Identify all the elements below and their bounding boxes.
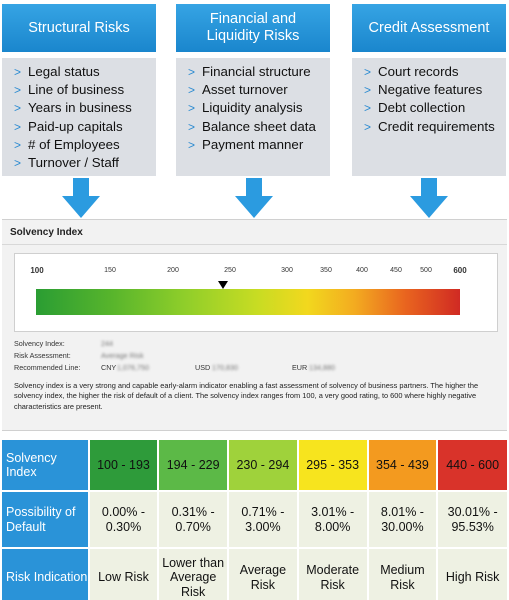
table-row: Possibility of Default 0.00% - 0.30% 0.3… — [2, 492, 507, 547]
chevron-right-icon: > — [364, 119, 372, 134]
list-item: > Financial structure — [188, 63, 330, 81]
chevron-right-icon: > — [14, 156, 22, 171]
arrow-down-icon — [62, 178, 100, 218]
chevron-right-icon: > — [364, 83, 372, 98]
default-probability: 3.01% - 8.00% — [298, 492, 367, 547]
risk-indication: High Risk — [438, 549, 507, 600]
arrow-down-icon — [235, 178, 273, 218]
risk-assessment-value: Average Risk — [101, 351, 144, 360]
gauge-tick-label: 600 — [453, 266, 467, 275]
list-item: > Liquidity analysis — [188, 99, 330, 117]
chevron-right-icon: > — [364, 65, 372, 79]
chevron-right-icon: > — [188, 101, 196, 116]
chevron-right-icon: > — [188, 65, 196, 79]
row-header-solvency-index: Solvency Index — [2, 440, 88, 490]
default-probability: 8.01% - 30.00% — [368, 492, 437, 547]
gauge-tick-label: 450 — [390, 267, 402, 274]
chevron-right-icon: > — [14, 137, 22, 152]
band-range: 230 - 294 — [229, 440, 297, 490]
list-item: > Legal status — [14, 63, 156, 81]
row-header-risk-indication: Risk Indication — [2, 549, 88, 600]
risk-indication: Average Risk — [229, 549, 297, 600]
table-row: Risk Indication Low Risk Lower than Aver… — [2, 549, 507, 600]
gauge-tick-label: 400 — [356, 267, 368, 274]
list-item: > Credit requirements — [364, 118, 506, 136]
gauge-tick-label: 100 — [30, 266, 44, 275]
row-header-possibility-of-default: Possibility of Default — [2, 492, 88, 547]
band-range: 194 - 229 — [159, 440, 228, 490]
usd-value: 170,830 — [212, 363, 238, 372]
gauge-tick-label: 250 — [224, 267, 236, 274]
cny-value: 1,076,750 — [117, 363, 149, 372]
list-item: > Years in business — [14, 99, 156, 117]
list-item: > Payment manner — [188, 136, 330, 154]
solvency-index-row: Solvency Index: 244 — [14, 339, 113, 348]
list-item: > Turnover / Staff — [14, 154, 156, 172]
recommended-line-row: Recommended Line: CNY 1,076,750 USD 170,… — [14, 363, 335, 372]
band-range: 100 - 193 — [89, 440, 158, 490]
credit-assessment-list: > Court records > Negative features > Debt … — [352, 58, 506, 176]
list-item: > Asset turnover — [188, 81, 330, 99]
arrow-down-icon — [410, 178, 448, 218]
risk-assessment-row: Risk Assessment: Average Risk — [14, 351, 144, 360]
default-probability: 30.01% - 95.53% — [438, 492, 507, 547]
divider — [2, 244, 507, 245]
chevron-right-icon: > — [188, 119, 196, 134]
gauge-tick-label: 300 — [281, 267, 293, 274]
solvency-description: Solvency index is a very strong and capa… — [14, 381, 479, 411]
chevron-right-icon: > — [14, 119, 22, 134]
risk-indication: Medium Risk — [368, 549, 437, 600]
solvency-index-panel: Solvency Index 100 150 200 250 300 350 4… — [2, 219, 507, 431]
default-probability: 0.00% - 0.30% — [89, 492, 158, 547]
list-item: > Debt collection — [364, 99, 506, 117]
solvency-index-value: 244 — [101, 339, 113, 348]
gauge-pointer-icon — [218, 281, 229, 289]
gauge-tick-label: 150 — [104, 267, 116, 274]
chevron-right-icon: > — [14, 65, 22, 79]
list-item: > # of Employees — [14, 136, 156, 154]
list-item: > Balance sheet data — [188, 118, 330, 136]
default-probability: 0.31% - 0.70% — [159, 492, 228, 547]
column-title: Credit Assessment — [368, 19, 490, 36]
list-item: > Court records — [364, 63, 506, 81]
band-range: 440 - 600 — [438, 440, 507, 490]
risk-indication: Lower than Average Risk — [159, 549, 228, 600]
column-header-credit: Credit Assessment — [352, 4, 506, 52]
risk-indication: Low Risk — [89, 549, 158, 600]
risk-indication: Moderate Risk — [298, 549, 367, 600]
band-range: 354 - 439 — [368, 440, 437, 490]
structural-risk-list: > Legal status > Line of business > Years i… — [2, 58, 156, 176]
gauge-color-bar — [36, 289, 460, 315]
gauge-tick-label: 200 — [167, 267, 179, 274]
solvency-band-table: Solvency Index 100 - 193 194 - 229 230 -… — [0, 438, 509, 600]
column-title: Financial and Liquidity Risks — [206, 11, 300, 44]
gauge-tick-label: 500 — [420, 267, 432, 274]
chevron-right-icon: > — [364, 101, 372, 116]
band-range: 295 - 353 — [298, 440, 367, 490]
chevron-right-icon: > — [188, 137, 196, 152]
list-item: > Paid-up capitals — [14, 118, 156, 136]
financial-risk-list: > Financial structure > Asset turnover > Li… — [176, 58, 330, 176]
column-header-financial: Financial and Liquidity Risks — [176, 4, 330, 52]
solvency-gauge: 100 150 200 250 300 350 400 450 500 600 — [14, 253, 498, 332]
chevron-right-icon: > — [188, 83, 196, 98]
column-header-structural: Structural Risks — [2, 4, 156, 52]
list-item: > Negative features — [364, 81, 506, 99]
column-title: Structural Risks — [28, 19, 130, 36]
panel-title: Solvency Index — [10, 227, 83, 238]
gauge-tick-label: 350 — [320, 267, 332, 274]
table-row: Solvency Index 100 - 193 194 - 229 230 -… — [2, 440, 507, 490]
list-item: > Line of business — [14, 81, 156, 99]
eur-value: 134,880 — [309, 363, 335, 372]
default-probability: 0.71% - 3.00% — [229, 492, 297, 547]
chevron-right-icon: > — [14, 83, 22, 98]
chevron-right-icon: > — [14, 101, 22, 116]
